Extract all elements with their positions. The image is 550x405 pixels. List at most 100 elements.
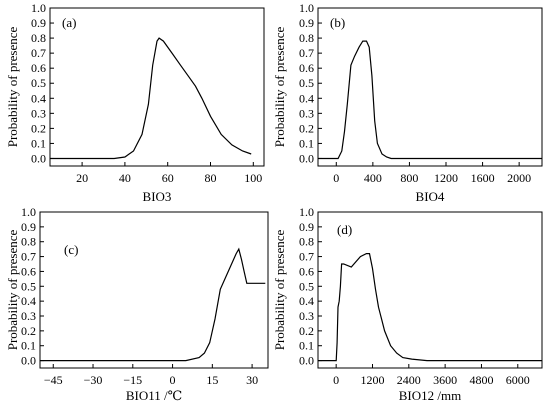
panel-d-ytick-label-5: 0.5 (299, 279, 314, 293)
panel-d-frame (317, 211, 543, 369)
panel-c-xtick-label-0: −45 (44, 373, 63, 387)
panel-a-ytick-label-2: 0.2 (31, 121, 46, 135)
panel-d-xtick-label-0: 0 (333, 373, 339, 387)
panel-b: 0 400 800 1200 1600 2000 0.00.10.20.30.40.50.… (272, 1, 543, 204)
panel-c-ytick-label-8: 0.8 (21, 235, 36, 249)
panel-c-xticks: −45 −30 −15 0 15 30 (44, 364, 258, 387)
panel-b-xticks: 0 400 800 1200 1600 2000 (333, 162, 531, 185)
panel-b-ytick-label-4: 0.4 (299, 91, 314, 105)
panel-d-ytick-label-6: 0.6 (299, 264, 314, 278)
panel-d-xtick-label-3: 3600 (433, 373, 457, 387)
panel-b-line (318, 40, 542, 160)
panel-a-frame (49, 7, 265, 167)
panel-d-ytick-label-3: 0.3 (299, 309, 314, 323)
panel-c-ytick-label-10: 1.0 (21, 205, 36, 219)
panel-c-frame (39, 211, 269, 369)
panel-a-ytick-label-0: 0.0 (31, 151, 46, 165)
panel-b-ytick-label-7: 0.7 (299, 46, 314, 60)
panel-d-yticks: 0.00.10.20.30.40.50.60.70.80.91.0 (299, 205, 322, 368)
panel-a-ylabel: Probability of presence (5, 26, 20, 147)
panel-a-xticks: 20 40 60 80 100 (76, 162, 262, 185)
panel-c-line (40, 247, 266, 362)
panel-c-ylabel: Probability of presence (5, 229, 20, 350)
panel-a-yticks: 0.00.10.20.30.40.50.60.70.80.91.0 (31, 1, 54, 165)
panel-d-ytick-label-1: 0.1 (299, 339, 314, 353)
panel-b-xlabel: BIO4 (416, 189, 445, 204)
panel-c-xtick-label-2: −15 (123, 373, 142, 387)
panel-b-yticks: 0.00.10.20.30.40.50.60.70.80.91.0 (299, 1, 322, 165)
panel-b-ylabel: Probability of presence (272, 26, 287, 147)
panel-b-ytick-label-2: 0.2 (299, 121, 314, 135)
panel-b-ytick-label-5: 0.5 (299, 76, 314, 90)
panel-a-ytick-label-10: 1.0 (31, 1, 46, 15)
panel-d: 0 1200 2400 3600 4800 6000 0.00.10.20.30.40.5… (272, 205, 543, 403)
panel-c-xlabel: BIO11 /℃ (126, 388, 182, 403)
panel-c-ytick-label-0: 0.0 (21, 354, 36, 368)
panel-d-ytick-label-9: 0.9 (299, 220, 314, 234)
panel-b-xtick-label-1: 400 (364, 171, 382, 185)
panel-d-xticks: 0 1200 2400 3600 4800 6000 (333, 364, 530, 387)
panel-b-xtick-label-5: 2000 (507, 171, 531, 185)
panel-c-ytick-label-9: 0.9 (21, 220, 36, 234)
panel-a-ytick-label-3: 0.3 (31, 106, 46, 120)
panel-b-ytick-label-8: 0.8 (299, 31, 314, 45)
panel-b-xtick-label-0: 0 (333, 171, 339, 185)
panel-c-ytick-label-5: 0.5 (21, 279, 36, 293)
panel-d-xtick-label-4: 4800 (469, 373, 493, 387)
panel-a-xtick-label-3: 80 (205, 171, 217, 185)
panel-b-ytick-label-0: 0.0 (299, 151, 314, 165)
panel-d-ytick-label-10: 1.0 (299, 205, 314, 219)
panel-c-ytick-label-6: 0.6 (21, 264, 36, 278)
panel-d-xtick-label-2: 2400 (397, 373, 421, 387)
panel-a-xtick-label-4: 100 (244, 171, 262, 185)
panel-d-ytick-label-8: 0.8 (299, 235, 314, 249)
panel-d-xtick-label-1: 1200 (360, 373, 384, 387)
panel-c: −45 −30 −15 0 15 30 0.00.10.20.30.40.50.60.70… (5, 205, 269, 403)
panel-c-ytick-label-3: 0.3 (21, 309, 36, 323)
panel-b-ytick-label-10: 1.0 (299, 1, 314, 15)
panel-a-label: (a) (62, 15, 76, 30)
panel-a: 20 40 60 80 100 0.00.10.20.30.40.50.60.70.80… (5, 1, 265, 204)
panel-c-yticks: 0.00.10.20.30.40.50.60.70.80.91.0 (21, 205, 44, 368)
panel-c-ytick-label-1: 0.1 (21, 339, 36, 353)
panel-a-ytick-label-9: 0.9 (31, 16, 46, 30)
panel-b-xtick-label-3: 1200 (434, 171, 458, 185)
panel-d-ylabel: Probability of presence (272, 229, 287, 350)
panel-d-line (318, 253, 542, 362)
panel-c-xtick-label-4: 15 (206, 373, 218, 387)
panel-a-xtick-label-1: 40 (119, 171, 131, 185)
panel-a-xtick-label-0: 20 (76, 171, 88, 185)
panel-c-ytick-label-4: 0.4 (21, 294, 36, 308)
panel-c-ytick-label-2: 0.2 (21, 324, 36, 338)
panel-a-xlabel: BIO3 (143, 189, 172, 204)
panel-b-ytick-label-9: 0.9 (299, 16, 314, 30)
panel-d-ytick-label-2: 0.2 (299, 324, 314, 338)
panel-b-frame (317, 7, 543, 167)
panel-a-ytick-label-1: 0.1 (31, 136, 46, 150)
panel-a-ytick-label-7: 0.7 (31, 46, 46, 60)
panel-c-xtick-label-3: 0 (170, 373, 176, 387)
panel-d-ytick-label-0: 0.0 (299, 354, 314, 368)
panel-d-ytick-label-4: 0.4 (299, 294, 314, 308)
panel-a-ytick-label-5: 0.5 (31, 76, 46, 90)
panel-d-ytick-label-7: 0.7 (299, 250, 314, 264)
panel-a-ytick-label-6: 0.6 (31, 61, 46, 75)
panel-c-xtick-label-1: −30 (84, 373, 103, 387)
panel-a-line (50, 37, 252, 160)
panel-d-xlabel: BIO12 /mm (399, 388, 461, 403)
panel-b-ytick-label-1: 0.1 (299, 136, 314, 150)
panel-b-xtick-label-4: 1600 (471, 171, 495, 185)
panel-c-ytick-label-7: 0.7 (21, 250, 36, 264)
panel-b-ytick-label-3: 0.3 (299, 106, 314, 120)
panel-d-label: (d) (337, 222, 352, 237)
panel-a-ytick-label-4: 0.4 (31, 91, 46, 105)
panel-d-xtick-label-5: 6000 (506, 373, 530, 387)
panel-b-xtick-label-2: 800 (400, 171, 418, 185)
panel-b-ytick-label-6: 0.6 (299, 61, 314, 75)
panel-b-label: (b) (330, 15, 345, 30)
panel-c-label: (c) (64, 242, 78, 257)
panel-a-xtick-label-2: 60 (162, 171, 174, 185)
panel-a-ytick-label-8: 0.8 (31, 31, 46, 45)
panel-c-xtick-label-5: 30 (246, 373, 258, 387)
